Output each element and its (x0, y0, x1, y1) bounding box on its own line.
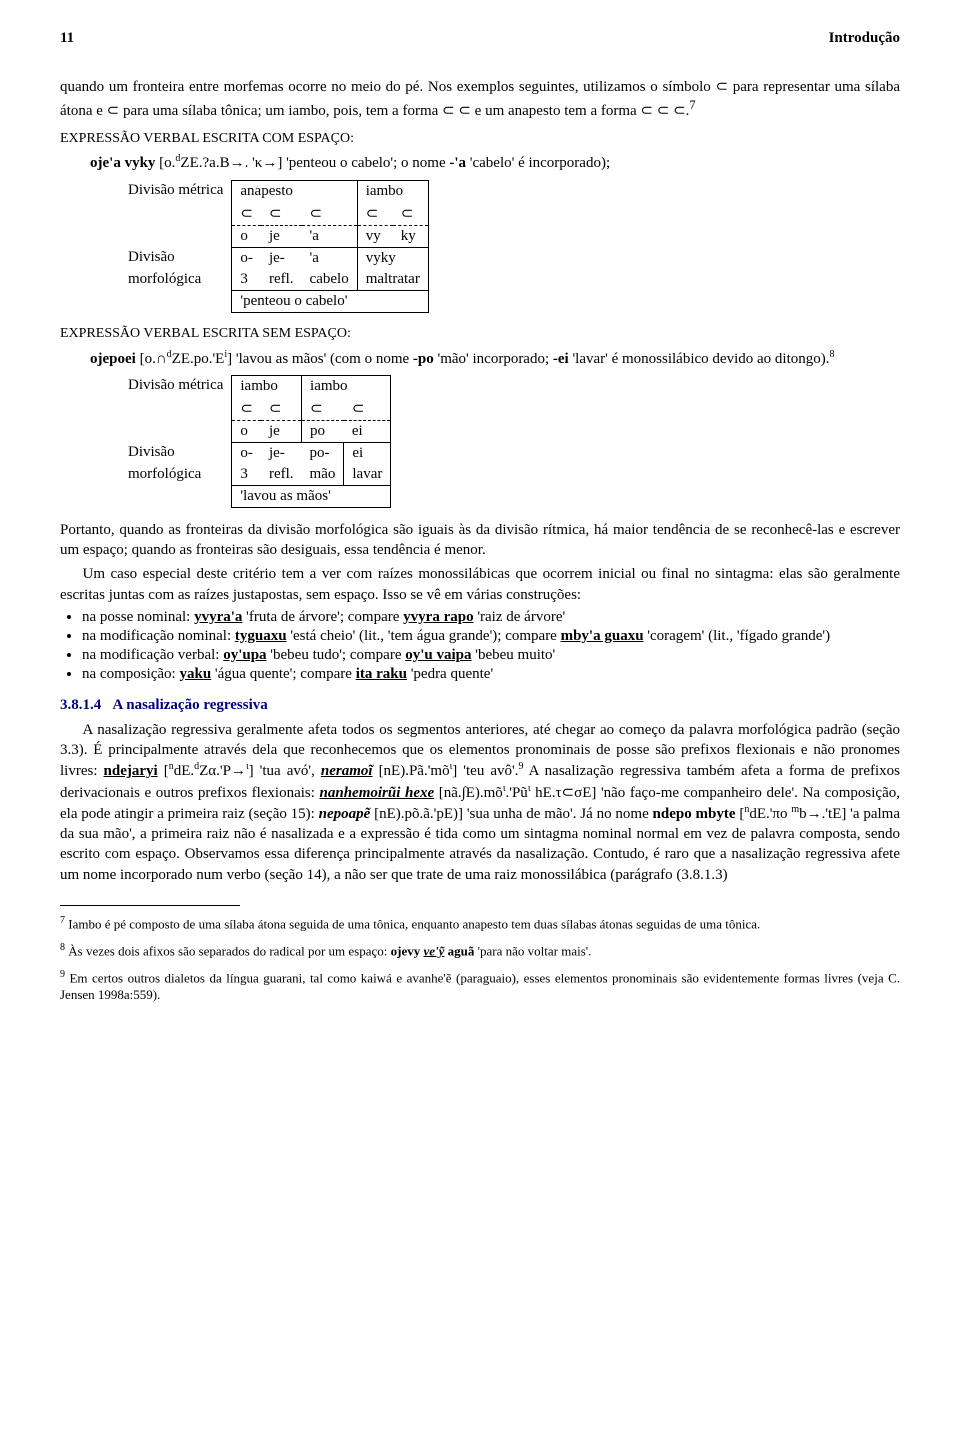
footnote-separator (60, 905, 240, 906)
bullet-4: na composição: yaku 'água quente'; compa… (82, 666, 900, 683)
table-anapesto: Divisão métrica anapesto iambo ⊂ ⊂ ⊂ ⊂ ⊂… (120, 180, 429, 313)
footnote-9: 9 Em certos outros dialetos da língua gu… (60, 968, 900, 1004)
footnote-7: 7 Iambo é pé composto de uma sílaba áton… (60, 914, 900, 933)
entry-com: oje'a vyky [o.dZE.?a.B→. 'κ→] 'penteou o… (60, 152, 900, 173)
t1-r4-label: Divisão (120, 247, 232, 269)
t1-gloss: 'penteou o cabelo' (232, 290, 428, 312)
t1-r1-c2: iambo (357, 180, 428, 202)
page: 11 Introdução quando um fronteira entre … (0, 0, 960, 1052)
bullet-2: na modificação nominal: tyguaxu 'está ch… (82, 628, 900, 645)
heading-sem-espaco: EXPRESSÃO VERBAL ESCRITA SEM ESPAÇO: (60, 325, 900, 344)
section-title-text: A nasalização regressiva (113, 697, 268, 713)
para-nasalizacao: A nasalização regressiva geralmente afet… (60, 720, 900, 885)
bullet-1: na posse nominal: yvyra'a 'fruta de árvo… (82, 609, 900, 626)
section-heading: 3.8.1.4 A nasalização regressiva (60, 697, 900, 714)
heading-com-espaco: EXPRESSÃO VERBAL ESCRITA COM ESPAÇO: (60, 130, 900, 149)
footnote-ref-8: 8 (829, 349, 834, 360)
para-portanto: Portanto, quando as fronteiras da divisã… (60, 520, 900, 561)
intro-paragraph: quando um fronteira entre morfemas ocorr… (60, 77, 900, 122)
bullet-3: na modificação verbal: oy'upa 'bebeu tud… (82, 647, 900, 664)
bullet-list: na posse nominal: yvyra'a 'fruta de árvo… (60, 609, 900, 683)
footnote-ref-7: 7 (689, 98, 695, 112)
page-number: 11 (60, 30, 74, 47)
t2-r1-label: Divisão métrica (120, 375, 232, 397)
section-number: 3.8.1.4 (60, 697, 101, 713)
t1-r1-c1: anapesto (232, 180, 357, 202)
t2-gloss: 'lavou as mãos' (232, 485, 391, 507)
footnote-8: 8 Às vezes dois afixos são separados do … (60, 941, 900, 960)
t1-r1-label: Divisão métrica (120, 180, 232, 202)
table-iambo: Divisão métrica iambo iambo ⊂ ⊂ ⊂ ⊂ o je… (120, 375, 391, 508)
para-caso: Um caso especial deste critério tem a ve… (60, 564, 900, 605)
entry-sem: ojepoei [o.∩dZE.po.'Ei] 'lavou as mãos' … (60, 348, 900, 369)
page-header: 11 Introdução (60, 30, 900, 47)
page-title: Introdução (829, 30, 900, 47)
